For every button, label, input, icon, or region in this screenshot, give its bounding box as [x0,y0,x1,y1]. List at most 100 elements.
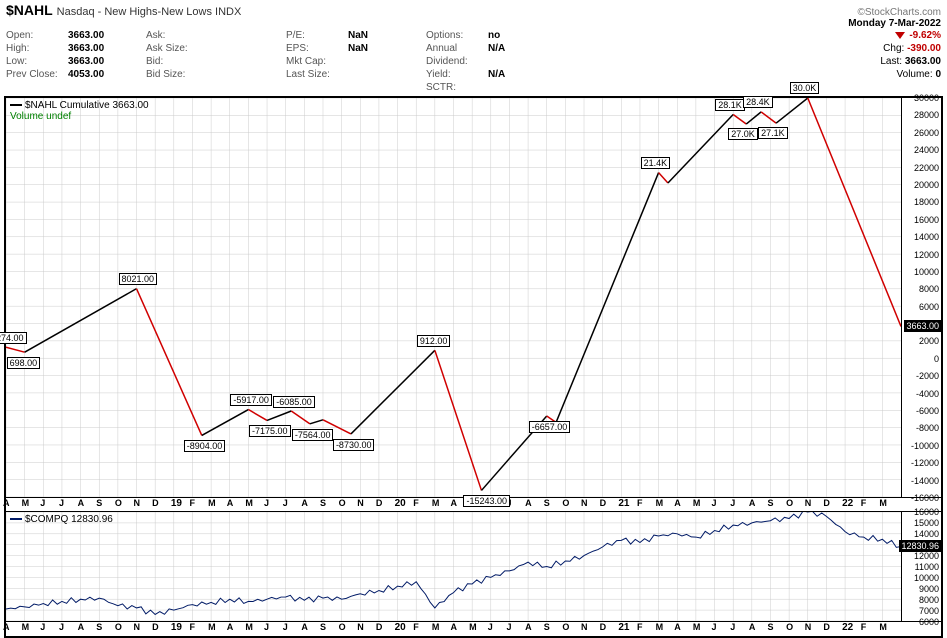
x-tick: M [469,622,477,632]
quote-line: Options:no [426,29,538,42]
x-tick: M [693,498,701,508]
x-tick: S [320,622,326,632]
x-tick: M [22,622,30,632]
y-tick: -6000 [903,406,939,416]
x-tick: A [525,622,532,632]
y-tick: 10000 [903,573,939,583]
y-tick: 12000 [903,551,939,561]
y-tick: 24000 [903,145,939,155]
y-tick: 22000 [903,163,939,173]
point-label: 28.1K [715,99,745,111]
quote-line: Open:3663.00 [6,29,118,42]
x-tick: O [562,498,569,508]
x-tick: D [823,622,830,632]
x-tick: S [767,498,773,508]
x-tick: A [78,622,85,632]
x-tick: M [245,498,253,508]
x-axis-sub: AMJJASOND19FMAMJJASOND20FMAMJJASOND21FMA… [6,622,941,636]
quote-line: P/E:NaN [286,29,398,42]
pct-change: -9.62% [909,30,941,41]
point-label: -15243.00 [463,495,510,507]
y-tick: 2000 [903,336,939,346]
x-tick: M [245,622,253,632]
x-tick: O [115,498,122,508]
y-tick: 11000 [903,562,939,572]
point-label: 28.4K [743,96,773,108]
x-tick: J [40,498,45,508]
quote-line: Ask Size: [146,42,258,55]
x-tick: F [637,622,643,632]
last-value-marker: 12830.96 [899,540,941,552]
last-value-marker: 3663.00 [904,320,941,332]
x-tick: 20 [395,622,406,633]
point-label: -8904.00 [184,440,226,452]
main-chart-title: $NAHL Cumulative 3663.00 Volume undef [10,100,149,122]
quote-line: High:3663.00 [6,42,118,55]
x-tick: F [413,498,419,508]
x-tick: O [339,498,346,508]
x-tick: N [357,622,364,632]
x-tick: 22 [842,498,853,509]
point-label: -5917.00 [230,394,272,406]
x-tick: A [749,498,756,508]
y-tick: 10000 [903,267,939,277]
x-tick: D [376,498,383,508]
x-tick: O [339,622,346,632]
quote-line: Prev Close:4053.00 [6,68,118,81]
y-tick: -8000 [903,423,939,433]
x-tick: A [451,498,458,508]
quote-line: Yield:N/A [426,68,538,81]
y-tick: 26000 [903,128,939,138]
x-tick: D [152,498,159,508]
x-tick: D [600,622,607,632]
x-tick: M [656,498,664,508]
x-tick: A [227,622,234,632]
x-tick: A [674,622,681,632]
point-label: -7564.00 [292,429,334,441]
symbol-name: Nasdaq - New Highs-New Lows INDX [57,6,242,18]
x-tick: A [674,498,681,508]
x-tick: M [208,498,216,508]
quote-line: Annual Dividend:N/A [426,42,538,68]
x-tick: A [525,498,532,508]
x-tick: O [562,622,569,632]
x-tick: D [152,622,159,632]
point-label: 698.00 [7,357,41,369]
x-tick: F [413,622,419,632]
sub-chart-title: $COMPQ 12830.96 [10,514,113,525]
point-label: -7175.00 [249,425,291,437]
x-tick: N [581,498,588,508]
x-tick: A [301,622,308,632]
x-tick: F [861,622,867,632]
x-tick: F [637,498,643,508]
x-tick: J [283,622,288,632]
y-tick: 30000 [903,93,939,103]
x-tick: M [208,622,216,632]
x-tick: M [432,498,440,508]
x-tick: 21 [618,622,629,633]
chart-date: Monday 7-Mar-2022 [848,18,941,29]
x-tick: N [357,498,364,508]
point-label: 21.4K [641,157,671,169]
x-tick: N [134,498,141,508]
x-tick: S [96,622,102,632]
y-tick: 7000 [903,606,939,616]
x-tick: A [301,498,308,508]
x-tick: 19 [171,622,182,633]
y-tick: -10000 [903,441,939,451]
x-tick: A [227,498,234,508]
x-tick: D [376,622,383,632]
point-label: 8021.00 [119,273,158,285]
y-tick: 15000 [903,518,939,528]
x-tick: N [805,498,812,508]
quote-line: Low:3663.00 [6,55,118,68]
y-tick: -2000 [903,371,939,381]
x-tick: 22 [842,622,853,633]
x-tick: A [3,622,10,632]
x-tick: J [40,622,45,632]
x-tick: A [749,622,756,632]
quote-line: SCTR: [426,81,538,94]
chart-header: $NAHL Nasdaq - New Highs-New Lows INDX ©… [0,0,947,29]
x-tick: 19 [171,498,182,509]
x-tick: N [581,622,588,632]
